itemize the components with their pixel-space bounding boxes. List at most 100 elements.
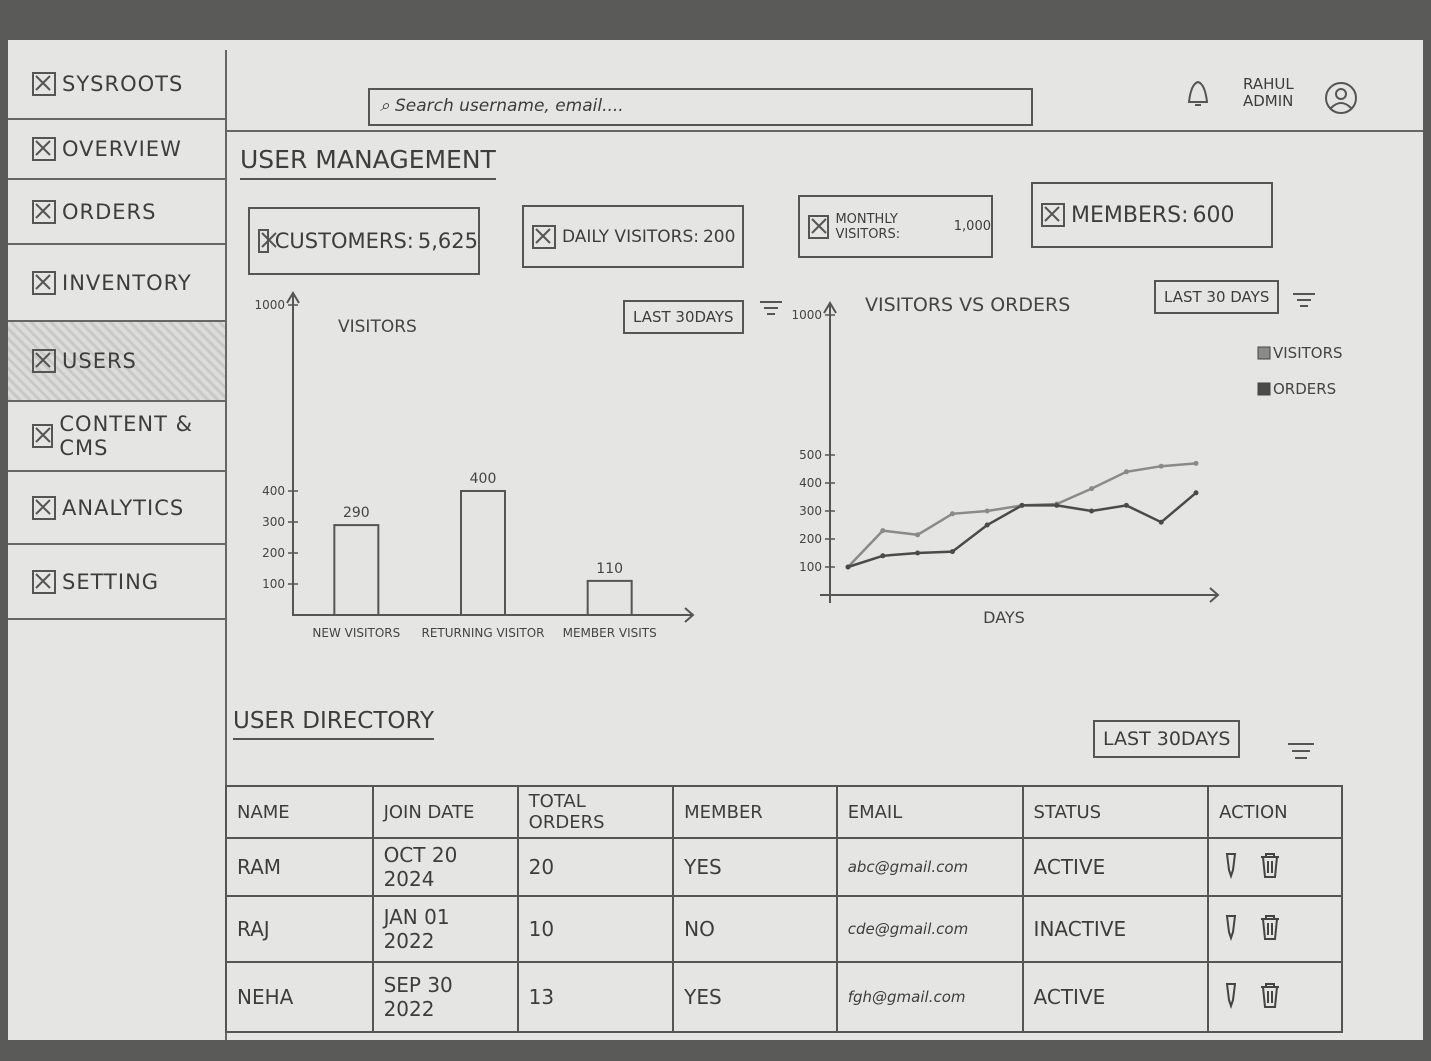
delete-icon[interactable] (1257, 850, 1283, 880)
stat-card: MONTHLY VISITORS: 1,000 (798, 195, 993, 258)
data-point (984, 508, 990, 514)
delete-icon[interactable] (1257, 912, 1283, 942)
legend-label: VISITORS (1273, 344, 1343, 362)
x-mark (261, 232, 277, 248)
pencil (1225, 852, 1237, 879)
legend-swatch (1257, 382, 1271, 396)
filter-icon[interactable] (1286, 740, 1316, 762)
table-cell: OCT 20 2024 (371, 837, 519, 897)
data-point (880, 528, 886, 534)
chart-title: VISITORS (338, 317, 417, 337)
checkbox-icon (32, 137, 56, 161)
action-cell (1207, 961, 1343, 1033)
nav-label: INVENTORY (62, 270, 192, 295)
edit-icon[interactable] (1219, 912, 1243, 942)
nav-item[interactable]: USERS (8, 322, 225, 402)
nav-label: OVERVIEW (62, 137, 182, 161)
charts: VISITORS 100 200 300 400 1000 290 NEW VISITORS 4… (254, 291, 1343, 640)
x-mark (35, 140, 51, 156)
nav-item[interactable]: SETTING (8, 545, 225, 620)
column-header: MEMBER (672, 785, 838, 839)
brand-name: SYSROOTS (62, 72, 184, 96)
y-tick-label: 1000 (791, 308, 822, 322)
x-tick-label: MEMBER VISITS (563, 626, 657, 640)
checkbox-icon (32, 199, 56, 224)
filter-button[interactable]: LAST 30DAYS (623, 300, 744, 334)
stat-value: 1,000 (953, 219, 991, 234)
filter-icon[interactable] (1291, 290, 1317, 310)
bell-icon[interactable] (1183, 76, 1213, 110)
filter-button[interactable]: LAST 30 DAYS (1154, 280, 1280, 314)
checkbox-icon (32, 495, 56, 520)
data-point (845, 564, 851, 570)
x-mark (811, 217, 827, 234)
pencil (1225, 914, 1237, 941)
table-cell: NO (672, 895, 838, 963)
action-cell (1207, 895, 1343, 963)
x-tick-label: NEW VISITORS (312, 626, 400, 640)
checkbox-icon (532, 224, 556, 249)
x-stroke (35, 572, 51, 589)
nav-item[interactable]: ORDERS (8, 180, 225, 245)
data-point (880, 553, 886, 559)
filter-button[interactable]: LAST 30DAYS (1093, 720, 1241, 758)
checkbox-icon (32, 349, 56, 373)
chart-title: VISITORS VS ORDERS (865, 294, 1070, 316)
legend-swatch (1257, 346, 1271, 360)
data-point (1123, 469, 1129, 475)
table-cell: 10 (516, 895, 675, 963)
bar (586, 579, 633, 617)
y-tick-label: 100 (799, 560, 822, 574)
x-mark (35, 572, 51, 589)
table-cell: RAJ (225, 895, 374, 963)
table-cell: 20 (516, 837, 675, 897)
x-stroke (535, 227, 551, 244)
header-row: NAME JOIN DATE TOTAL ORDERS MEMBER EMAIL STAT… (225, 785, 1343, 839)
stat-label: MEMBERS: (1071, 202, 1189, 228)
checkbox-icon (32, 270, 56, 295)
edit-icon[interactable] (1219, 850, 1243, 880)
sidebar: SYSROOTS OVERVIEW ORDERS INVENTORY USERS CONT… (8, 40, 225, 640)
column-header: TOTAL ORDERS (516, 785, 675, 839)
x-axis-label: DAYS (983, 608, 1025, 627)
table-cell: cde@gmail.com (835, 895, 1024, 963)
x-mark (535, 227, 551, 244)
data-point (949, 511, 955, 517)
nav-item[interactable]: CONTENT & CMS (8, 402, 225, 472)
x-mark (35, 498, 51, 515)
stat-value: 600 (1192, 202, 1235, 228)
column-header: STATUS (1021, 785, 1210, 839)
x-stroke (35, 140, 51, 156)
stat-value: 5,625 (417, 229, 478, 253)
table-cell: YES (672, 837, 838, 897)
x-mark (35, 202, 51, 219)
x-stroke (35, 352, 51, 368)
legend-label: ORDERS (1273, 380, 1336, 398)
nav-item[interactable]: OVERVIEW (8, 120, 225, 180)
filter-icon[interactable] (758, 298, 784, 318)
header-divider (225, 130, 1423, 132)
table-cell: fgh@gmail.com (835, 961, 1024, 1033)
x-stroke (261, 232, 277, 248)
edit-icon[interactable] (1219, 980, 1243, 1010)
brand: SYSROOTS (8, 50, 225, 120)
nav-label: USERS (62, 349, 137, 373)
checkbox-icon (32, 569, 56, 594)
y-tick-label: 400 (799, 476, 822, 490)
search-box[interactable]: ⌕ Search username, email.... (368, 88, 1033, 126)
avatar[interactable] (1323, 80, 1359, 116)
table-row: RAJ JAN 01 2022 10 NO cde@gmail.com INACTIVE (225, 895, 1343, 963)
data-point (1089, 508, 1095, 514)
bar (333, 524, 380, 617)
nav-item[interactable]: ANALYTICS (8, 472, 225, 545)
stat-card: CUSTOMERS: 5,625 (248, 207, 480, 275)
x-stroke (35, 202, 51, 219)
nav-item[interactable]: INVENTORY (8, 245, 225, 322)
y-tick-label: 200 (262, 546, 285, 560)
value-label: 290 (343, 505, 370, 521)
delete-icon[interactable] (1257, 980, 1283, 1010)
user-role: ADMIN (1243, 92, 1294, 110)
y-tick-label: 200 (799, 532, 822, 546)
table-cell: 13 (516, 961, 675, 1033)
column-header: JOIN DATE (371, 785, 519, 839)
